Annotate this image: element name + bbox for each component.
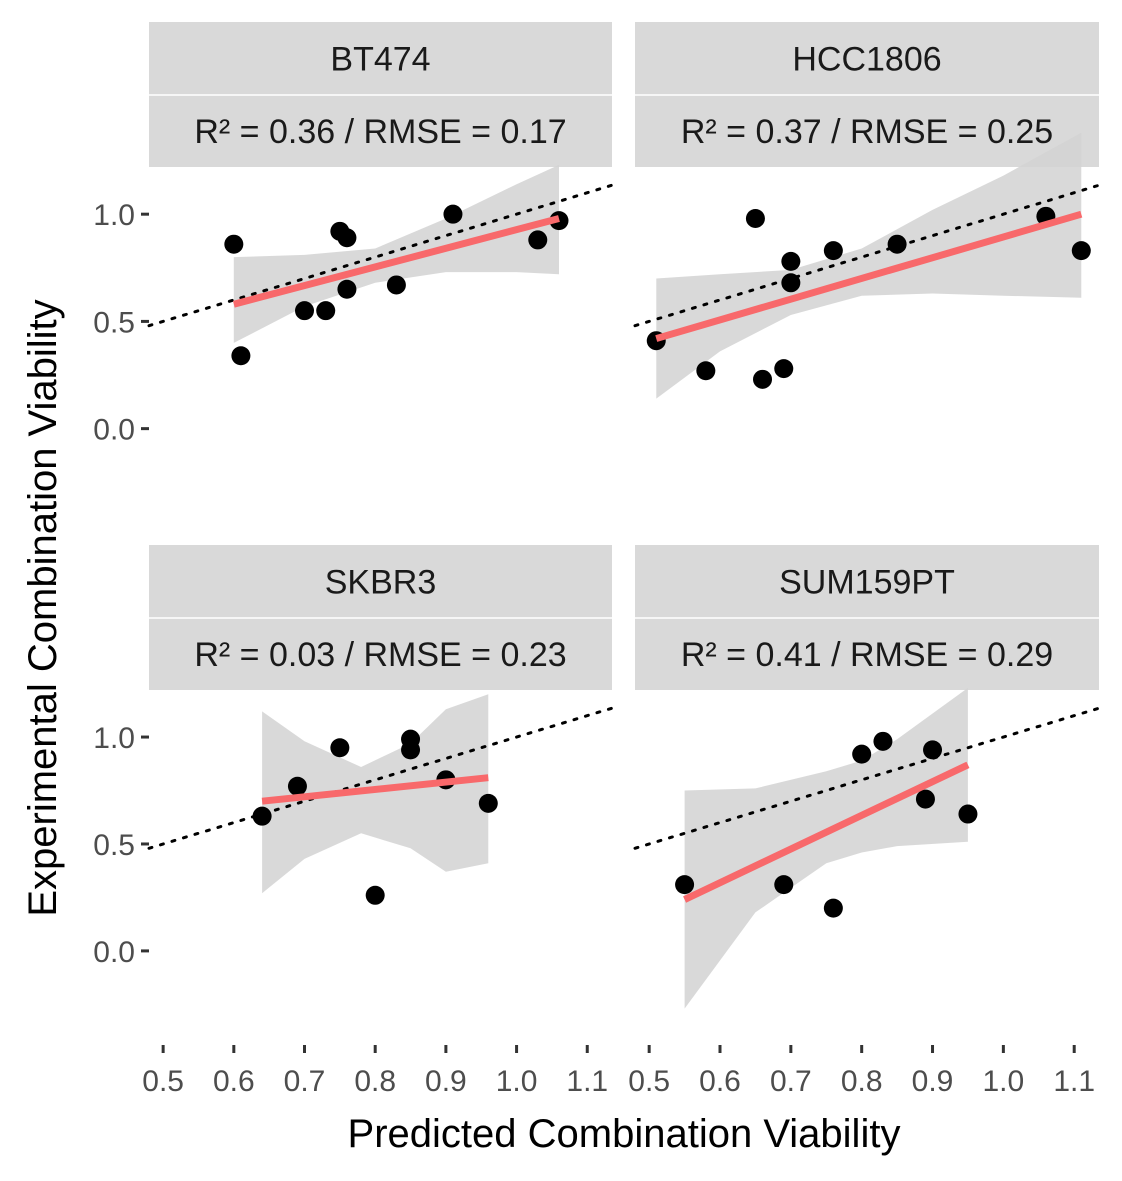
regression-line bbox=[683, 761, 970, 903]
confidence-band bbox=[684, 687, 968, 1009]
facet-stat-label: R² = 0.41 / RMSE = 0.29 bbox=[681, 636, 1053, 674]
panel-bt474: BT474 R² = 0.36 / RMSE = 0.17 bbox=[147, 22, 614, 366]
facet-stat-label: R² = 0.37 / RMSE = 0.25 bbox=[681, 113, 1053, 151]
data-point bbox=[696, 361, 716, 381]
x-tick-label: 0.8 bbox=[841, 1065, 883, 1098]
identity-reference-line bbox=[147, 183, 614, 328]
data-point bbox=[852, 744, 872, 764]
x-tick-label: 0.9 bbox=[425, 1065, 467, 1098]
data-point bbox=[823, 241, 843, 261]
data-point bbox=[443, 204, 463, 224]
x-tick-label: 1.0 bbox=[496, 1065, 538, 1098]
facet-title: BT474 bbox=[330, 41, 430, 79]
data-point bbox=[753, 369, 773, 389]
facet-title: SUM159PT bbox=[779, 564, 955, 602]
facet-panels: BT474 R² = 0.36 / RMSE = 0.17 HCC1806 R² = … bbox=[147, 22, 1101, 1009]
y-tick-label: 1.0 bbox=[93, 199, 135, 232]
facet-stat-label: R² = 0.36 / RMSE = 0.17 bbox=[194, 113, 566, 151]
data-point bbox=[823, 898, 843, 918]
data-point bbox=[873, 731, 893, 751]
data-point bbox=[478, 793, 498, 813]
data-point bbox=[774, 359, 794, 379]
panel-skbr3: SKBR3 R² = 0.03 / RMSE = 0.23 bbox=[147, 545, 614, 905]
y-tick-label: 0.0 bbox=[93, 414, 135, 447]
facet-stat-label: R² = 0.03 / RMSE = 0.23 bbox=[194, 636, 566, 674]
data-point bbox=[287, 776, 307, 796]
panel-sum159pt: SUM159PT R² = 0.41 / RMSE = 0.29 bbox=[633, 545, 1101, 1009]
data-point bbox=[231, 346, 251, 366]
data-point bbox=[774, 875, 794, 895]
facet-title: HCC1806 bbox=[792, 41, 941, 79]
x-tick-label: 0.7 bbox=[770, 1065, 812, 1098]
data-point bbox=[528, 230, 548, 250]
confidence-band bbox=[233, 164, 560, 343]
x-tick-label: 0.8 bbox=[354, 1065, 396, 1098]
data-point bbox=[337, 228, 357, 248]
data-point bbox=[252, 806, 272, 826]
data-point bbox=[923, 740, 943, 760]
data-point bbox=[958, 804, 978, 824]
data-point bbox=[224, 234, 244, 254]
y-tick-label: 0.5 bbox=[93, 306, 135, 339]
y-tick-label: 1.0 bbox=[93, 722, 135, 755]
regression-line bbox=[232, 215, 560, 308]
panel-hcc1806: HCC1806 R² = 0.37 / RMSE = 0.25 bbox=[633, 22, 1101, 399]
x-tick-label: 0.7 bbox=[284, 1065, 326, 1098]
identity-reference-line bbox=[147, 706, 614, 850]
x-tick-label: 0.5 bbox=[628, 1065, 670, 1098]
data-point bbox=[330, 738, 350, 758]
data-point bbox=[386, 275, 406, 295]
regression-line bbox=[261, 774, 489, 805]
data-point bbox=[745, 208, 765, 228]
data-point bbox=[295, 301, 315, 321]
x-axis-title: Predicted Combination Viability bbox=[348, 1112, 901, 1156]
data-point bbox=[316, 301, 336, 321]
confidence-band bbox=[656, 132, 1082, 399]
regression-line bbox=[655, 210, 1083, 342]
data-point bbox=[915, 789, 935, 809]
axes: 0.0 0.5 1.0 0.0 0.5 1.0 0.5 0.6 0.7 0.8 0.9 1.0 1.1 0… bbox=[93, 199, 1095, 1098]
x-tick-label: 0.5 bbox=[142, 1065, 184, 1098]
x-tick-label: 1.0 bbox=[983, 1065, 1025, 1098]
data-point bbox=[1071, 241, 1091, 261]
data-point bbox=[781, 273, 801, 293]
facet-title: SKBR3 bbox=[325, 564, 437, 602]
identity-reference-line bbox=[633, 706, 1101, 850]
x-tick-label: 0.6 bbox=[213, 1065, 255, 1098]
y-tick-label: 0.5 bbox=[93, 829, 135, 862]
data-point bbox=[401, 740, 421, 760]
data-point bbox=[675, 875, 695, 895]
y-axis-title: Experimental Combination Viability bbox=[21, 299, 65, 916]
data-point bbox=[337, 279, 357, 299]
identity-reference-line bbox=[633, 183, 1101, 328]
x-tick-label: 0.6 bbox=[699, 1065, 741, 1098]
x-tick-label: 1.1 bbox=[1053, 1065, 1095, 1098]
y-tick-label: 0.0 bbox=[93, 936, 135, 969]
data-point bbox=[887, 234, 907, 254]
confidence-band bbox=[262, 694, 489, 894]
data-point bbox=[365, 885, 385, 905]
x-tick-label: 0.9 bbox=[912, 1065, 954, 1098]
data-point bbox=[781, 251, 801, 271]
x-tick-label: 1.1 bbox=[566, 1065, 608, 1098]
